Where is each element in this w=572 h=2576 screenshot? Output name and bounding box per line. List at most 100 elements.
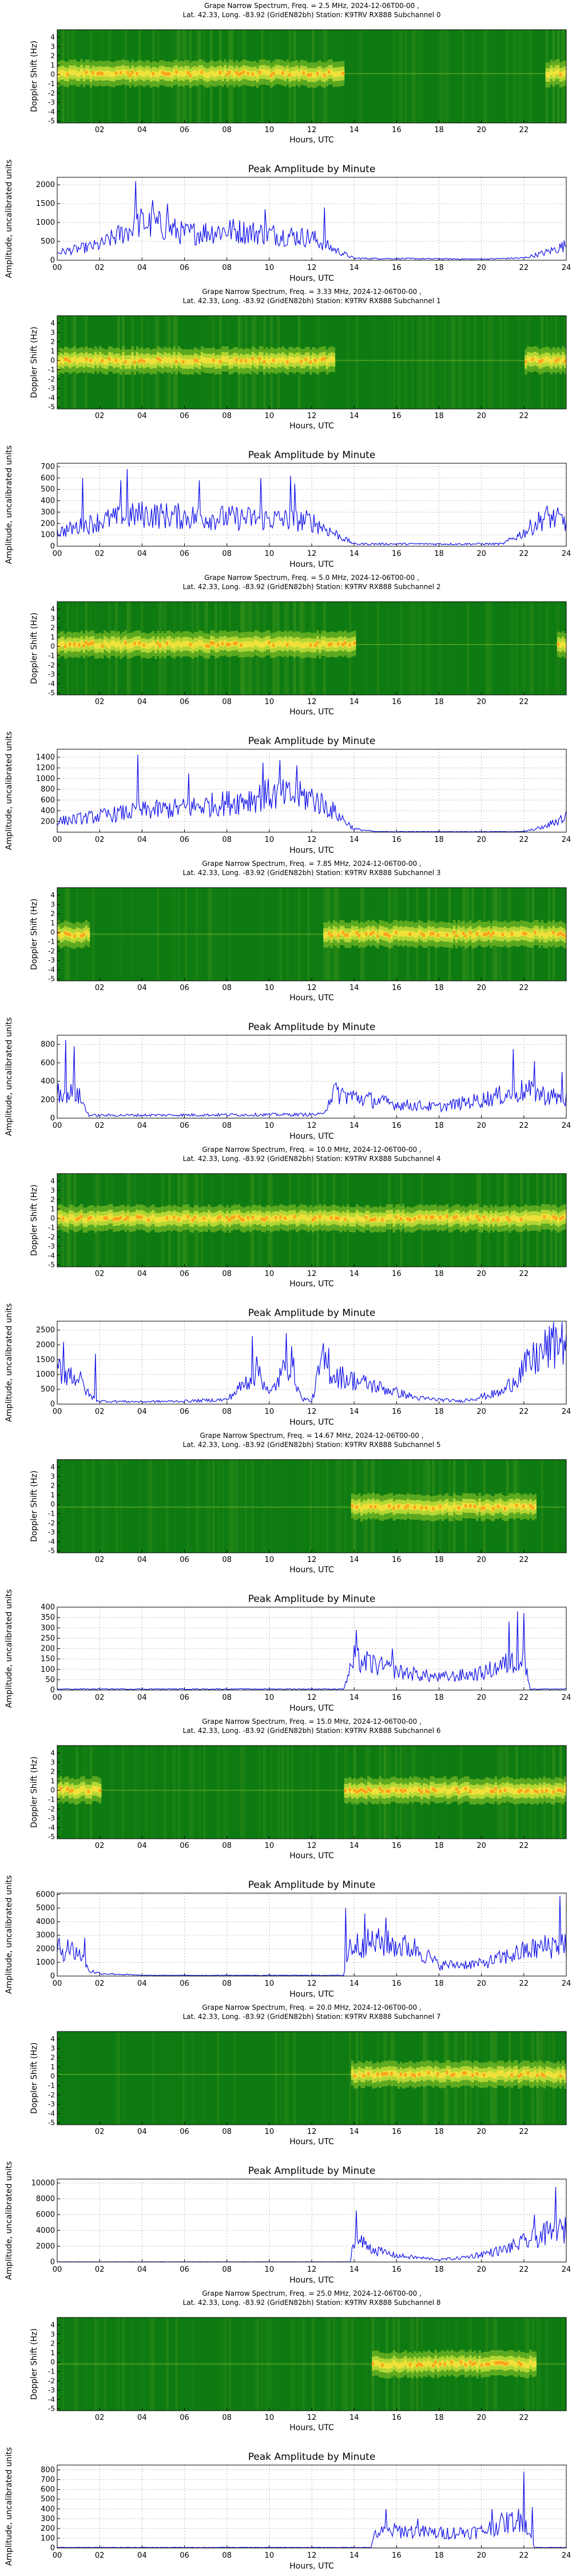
spectrum-hour-tick-label: 04 (137, 2128, 147, 2136)
spectrum-x-axis-label: Hours, UTC (289, 1565, 334, 1575)
amplitude-value-tick-label: 600 (41, 2486, 55, 2494)
amplitude-hour-tick-label: 00 (53, 836, 62, 844)
spectrum-title-line2: Lat. 42.33, Long. -83.92 (GridEN82bh) St… (182, 869, 440, 877)
amplitude-hour-tick-label: 12 (307, 2551, 317, 2560)
doppler-tick-label: 3 (50, 614, 55, 622)
amplitude-hour-tick-label: 18 (434, 1122, 444, 1130)
amplitude-y-axis-label: Amplitude, uncalibrated units (5, 1017, 14, 1136)
spectrum-hour-tick-label: 06 (180, 2128, 189, 2136)
amplitude-title: Peak Amplitude by Minute (248, 2451, 376, 2463)
panel-3: Grape Narrow Spectrum, Freq. = 7.85 MHz,… (5, 860, 571, 1141)
spectrum-hour-tick-label: 08 (222, 412, 232, 420)
amplitude-value-tick-label: 1000 (36, 774, 55, 783)
spectrum-x-axis-label: Hours, UTC (289, 136, 334, 145)
amplitude-hour-tick-label: 00 (53, 1408, 62, 1416)
doppler-tick-label: 4 (50, 319, 55, 327)
doppler-tick-label: 3 (50, 42, 55, 50)
doppler-tick-label: 1 (50, 1491, 55, 1499)
amplitude-x-axis-label: Hours, UTC (289, 1990, 334, 1999)
amplitude-hour-tick-label: 22 (519, 1408, 529, 1416)
spectrogram-image (57, 888, 567, 981)
spectrum-hour-tick-label: 12 (307, 2128, 317, 2136)
doppler-tick-label: -3 (48, 2100, 55, 2108)
amplitude-hour-tick-label: 10 (265, 1694, 275, 1702)
amplitude-hour-tick-label: 10 (265, 264, 275, 272)
spectrum-hour-tick-label: 14 (349, 1842, 359, 1850)
spectrum-hour-tick-label: 08 (222, 698, 232, 706)
amplitude-hour-tick-label: 10 (265, 2265, 275, 2274)
doppler-tick-label: -5 (48, 975, 55, 983)
amplitude-hour-tick-label: 00 (53, 2551, 62, 2560)
amplitude-hour-tick-label: 06 (180, 2551, 189, 2560)
amplitude-hour-tick-label: 20 (476, 2551, 486, 2560)
spectrum-title-line1: Grape Narrow Spectrum, Freq. = 10.0 MHz,… (202, 1146, 421, 1154)
spectrum-hour-tick-label: 20 (476, 2414, 486, 2422)
spectrum-hour-tick-label: 20 (476, 412, 486, 420)
amplitude-hour-tick-label: 22 (519, 1694, 529, 1702)
amplitude-hour-tick-label: 12 (307, 1122, 317, 1130)
spectrum-hour-tick-label: 16 (392, 2414, 402, 2422)
doppler-tick-label: -4 (48, 1537, 55, 1545)
spectrogram-image (57, 1174, 567, 1267)
spectrum-y-axis-label: Doppler Shift (Hz) (30, 1184, 39, 1256)
amplitude-value-tick-label: 1400 (36, 753, 55, 762)
spectrum-title-line2: Lat. 42.33, Long. -83.92 (GridEN82bh) St… (182, 1155, 440, 1163)
doppler-tick-label: 2 (50, 1482, 55, 1490)
amplitude-value-tick-label: 0 (50, 2544, 55, 2553)
spectrum-hour-tick-label: 06 (180, 1842, 189, 1850)
amplitude-hour-tick-label: 10 (265, 1122, 275, 1130)
amplitude-hour-tick-label: 00 (53, 1979, 62, 1988)
amplitude-hour-tick-label: 12 (307, 836, 317, 844)
amplitude-hour-tick-label: 18 (434, 550, 444, 558)
doppler-tick-label: 3 (50, 1758, 55, 1766)
amplitude-value-tick-label: 1000 (36, 218, 55, 227)
amplitude-hour-tick-label: 14 (349, 2551, 359, 2560)
spectrum-hour-tick-label: 12 (307, 2414, 317, 2422)
amplitude-value-tick-label: 6000 (36, 1890, 55, 1899)
amplitude-hour-tick-label: 14 (349, 1122, 359, 1130)
doppler-tick-label: -1 (48, 2368, 55, 2376)
spectrum-hour-tick-label: 18 (434, 1556, 444, 1564)
spectrum-hour-tick-label: 10 (265, 2128, 275, 2136)
spectrum-hour-tick-label: 02 (95, 1842, 105, 1850)
amplitude-hour-tick-label: 18 (434, 1694, 444, 1702)
spectrum-hour-tick-label: 08 (222, 1556, 232, 1564)
spectrum-x-axis-label: Hours, UTC (289, 422, 334, 431)
amplitude-hour-tick-label: 16 (392, 2551, 402, 2560)
spectrogram-image (57, 2317, 567, 2411)
amplitude-hour-tick-label: 16 (392, 2265, 402, 2274)
amplitude-hour-tick-label: 14 (349, 836, 359, 844)
spectrum-hour-tick-label: 12 (307, 126, 317, 134)
amplitude-value-tick-label: 200 (41, 817, 55, 826)
spectrum-hour-tick-label: 06 (180, 984, 189, 992)
amplitude-value-tick-label: 300 (41, 2515, 55, 2523)
amplitude-value-tick-label: 2000 (36, 1945, 55, 1953)
panel-1: Grape Narrow Spectrum, Freq. = 3.33 MHz,… (5, 288, 571, 569)
spectrogram-image (57, 602, 567, 695)
doppler-tick-label: -1 (48, 652, 55, 660)
amplitude-title: Peak Amplitude by Minute (248, 450, 376, 461)
doppler-tick-label: -3 (48, 956, 55, 964)
doppler-tick-label: 3 (50, 328, 55, 336)
amplitude-title: Peak Amplitude by Minute (248, 1593, 376, 1605)
amplitude-hour-tick-label: 20 (476, 836, 486, 844)
spectrum-y-axis-label: Doppler Shift (Hz) (30, 2042, 39, 2114)
amplitude-hour-tick-label: 16 (392, 1122, 402, 1130)
amplitude-hour-tick-label: 02 (95, 264, 105, 272)
doppler-tick-label: -5 (48, 689, 55, 697)
spectrum-hour-tick-label: 08 (222, 1270, 232, 1278)
amplitude-hour-tick-label: 22 (519, 550, 529, 558)
amplitude-x-axis-label: Hours, UTC (289, 2276, 334, 2285)
doppler-tick-label: -3 (48, 670, 55, 678)
doppler-tick-label: -1 (48, 1224, 55, 1232)
amplitude-value-tick-label: 100 (41, 1665, 55, 1674)
spectrum-x-axis-label: Hours, UTC (289, 2137, 334, 2146)
amplitude-hour-tick-label: 14 (349, 1694, 359, 1702)
spectrum-title-line2: Lat. 42.33, Long. -83.92 (GridEN82bh) St… (182, 2299, 440, 2307)
spectrum-title-line1: Grape Narrow Spectrum, Freq. = 14.67 MHz… (200, 1432, 423, 1440)
amplitude-hour-tick-label: 10 (265, 2551, 275, 2560)
spectrum-hour-tick-label: 06 (180, 2414, 189, 2422)
doppler-tick-label: -3 (48, 384, 55, 392)
spectrum-hour-tick-label: 22 (519, 1842, 529, 1850)
spectrum-hour-tick-label: 18 (434, 2128, 444, 2136)
